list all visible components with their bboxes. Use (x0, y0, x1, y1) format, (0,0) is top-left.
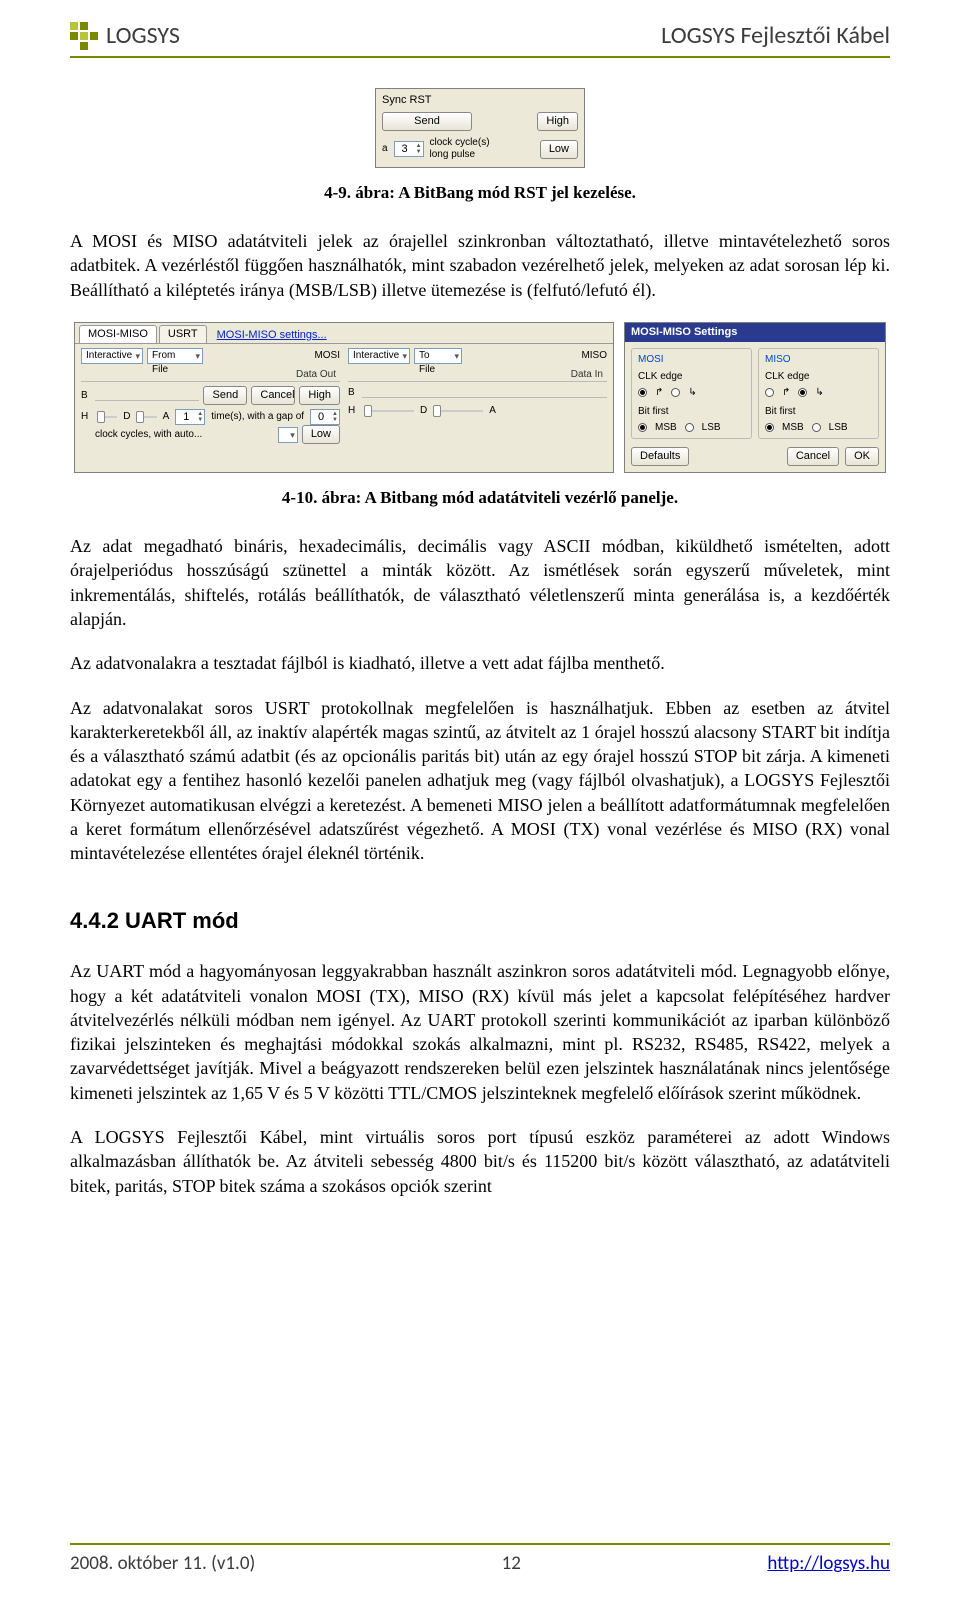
miso-msb-label: MSB (782, 421, 804, 435)
d-slider[interactable] (136, 416, 156, 418)
mosi-send-button[interactable]: Send (203, 386, 247, 405)
fall-icon: ↳ (688, 386, 696, 400)
settings-title: MOSI-MISO Settings (625, 323, 885, 342)
settings-dialog: MOSI-MISO Settings MOSI CLK edge ↱ ↳ Bit… (624, 322, 886, 473)
miso-group: MISO CLK edge ↱ ↳ Bit first MSB LSB (758, 348, 879, 440)
miso-subpanel: Interactive To File MISO Data In B H D (348, 348, 607, 448)
a-label: a (382, 142, 388, 156)
d-label: D (123, 410, 130, 424)
miso-edge-fall-radio[interactable] (798, 388, 807, 397)
send-button[interactable]: Send (382, 112, 472, 131)
times-with-label: time(s), with a gap of (211, 410, 304, 424)
miso-dest-select[interactable]: To File (414, 348, 462, 364)
spinner-arrows-icon[interactable]: ▲▼ (415, 143, 423, 155)
header-right-text: LOGSYS Fejlesztői Kábel (661, 20, 890, 52)
mosi-label: MOSI (314, 349, 340, 363)
footer-page-number: 12 (502, 1551, 521, 1577)
settings-cancel-button[interactable]: Cancel (787, 447, 839, 466)
sync-rst-panel: Sync RST Send High a ▲▼ clock cycle(s) l… (375, 88, 585, 168)
fall-icon-2: ↳ (815, 386, 823, 400)
defaults-button[interactable]: Defaults (631, 447, 689, 466)
page-footer: 2008. október 11. (v1.0) 12 http://logsy… (70, 1543, 890, 1577)
miso-bit-first-label: Bit first (765, 405, 872, 419)
figure-2: MOSI-MISO USRT MOSI-MISO settings... Int… (70, 322, 890, 473)
tab-mosi-miso[interactable]: MOSI-MISO (79, 325, 157, 343)
mosi-high-button[interactable]: High (299, 386, 340, 405)
sync-rst-label: Sync RST (382, 93, 578, 108)
miso-b-field (362, 388, 607, 398)
miso-h-label: H (348, 404, 358, 418)
header-left: LOGSYS (70, 20, 180, 52)
miso-h-slider[interactable] (364, 410, 414, 412)
a2-label: A (163, 410, 170, 424)
paragraph-5: Az UART mód a hagyományosan leggyakrabba… (70, 959, 890, 1105)
miso-edge-rise-radio[interactable] (765, 388, 774, 397)
ok-button[interactable]: OK (845, 447, 879, 466)
section-heading-uart: 4.4.2 UART mód (70, 906, 890, 936)
miso-b-label: B (348, 386, 358, 400)
paragraph-2: Az adat megadható bináris, hexadecimális… (70, 534, 890, 631)
data-in-label: Data In (348, 368, 607, 383)
mosi-miso-panel: MOSI-MISO USRT MOSI-MISO settings... Int… (74, 322, 614, 473)
auto-select[interactable] (278, 427, 298, 443)
miso-lsb-radio[interactable] (812, 423, 821, 432)
miso-clk-edge-label: CLK edge (765, 370, 872, 384)
miso-d-label: D (420, 404, 427, 418)
mosi-group-title: MOSI (638, 353, 745, 367)
figure-1: Sync RST Send High a ▲▼ clock cycle(s) l… (70, 88, 890, 168)
settings-link[interactable]: MOSI-MISO settings... (217, 328, 327, 343)
mosi-msb-label: MSB (655, 421, 677, 435)
figure-2-caption: 4-10. ábra: A Bitbang mód adatátviteli v… (70, 487, 890, 510)
logsys-logo-icon (70, 22, 98, 50)
clock-cycles-label: clock cycle(s) (430, 137, 490, 149)
mosi-lsb-radio[interactable] (685, 423, 694, 432)
mosi-lsb-label: LSB (702, 421, 721, 435)
miso-label: MISO (581, 349, 607, 363)
paragraph-1: A MOSI és MISO adatátviteli jelek az óra… (70, 229, 890, 302)
figure-1-caption: 4-9. ábra: A BitBang mód RST jel kezelés… (70, 182, 890, 205)
mosi-group: MOSI CLK edge ↱ ↳ Bit first MSB LSB (631, 348, 752, 440)
b-field[interactable] (95, 391, 199, 401)
mosi-clk-edge-label: CLK edge (638, 370, 745, 384)
mosi-subpanel: Interactive From File MOSI Data Out B Se… (81, 348, 340, 448)
cycle-value[interactable] (395, 143, 415, 155)
paragraph-6: A LOGSYS Fejlesztői Kábel, mint virtuáli… (70, 1125, 890, 1198)
long-pulse-label: long pulse (430, 149, 490, 161)
low-button[interactable]: Low (540, 140, 578, 159)
mosi-mode-select[interactable]: Interactive (81, 348, 143, 364)
mosi-low-button[interactable]: Low (302, 425, 340, 444)
miso-a-label: A (489, 404, 496, 418)
h-slider[interactable] (97, 416, 117, 418)
footer-date: 2008. október 11. (v1.0) (70, 1551, 255, 1577)
clock-cycles-auto-label: clock cycles, with auto... (95, 428, 274, 442)
tab-usrt[interactable]: USRT (159, 325, 207, 343)
rise-icon-2: ↱ (782, 386, 790, 400)
paragraph-4: Az adatvonalakat soros USRT protokollnak… (70, 696, 890, 866)
miso-d-slider[interactable] (433, 410, 483, 412)
mosi-edge-fall-radio[interactable] (671, 388, 680, 397)
header-left-text: LOGSYS (106, 20, 180, 52)
miso-group-title: MISO (765, 353, 872, 367)
h-label: H (81, 410, 91, 424)
rise-icon: ↱ (655, 386, 663, 400)
miso-msb-radio[interactable] (765, 423, 774, 432)
miso-lsb-label: LSB (829, 421, 848, 435)
mosi-msb-radio[interactable] (638, 423, 647, 432)
mosi-cancel-button[interactable]: Cancel (251, 386, 295, 405)
b-label: B (81, 389, 91, 403)
miso-mode-select[interactable]: Interactive (348, 348, 410, 364)
cycle-spinner[interactable]: ▲▼ (394, 141, 424, 157)
mosi-bit-first-label: Bit first (638, 405, 745, 419)
footer-url-link[interactable]: http://logsys.hu (767, 1551, 890, 1577)
high-button[interactable]: High (537, 112, 578, 131)
mosi-source-select[interactable]: From File (147, 348, 203, 364)
times-spinner[interactable]: ▲▼ (175, 409, 205, 425)
paragraph-3: Az adatvonalakra a tesztadat fájlból is … (70, 651, 890, 675)
data-out-label: Data Out (81, 368, 340, 383)
gap-spinner[interactable]: ▲▼ (310, 409, 340, 425)
mosi-edge-rise-radio[interactable] (638, 388, 647, 397)
page-header: LOGSYS LOGSYS Fejlesztői Kábel (70, 20, 890, 58)
